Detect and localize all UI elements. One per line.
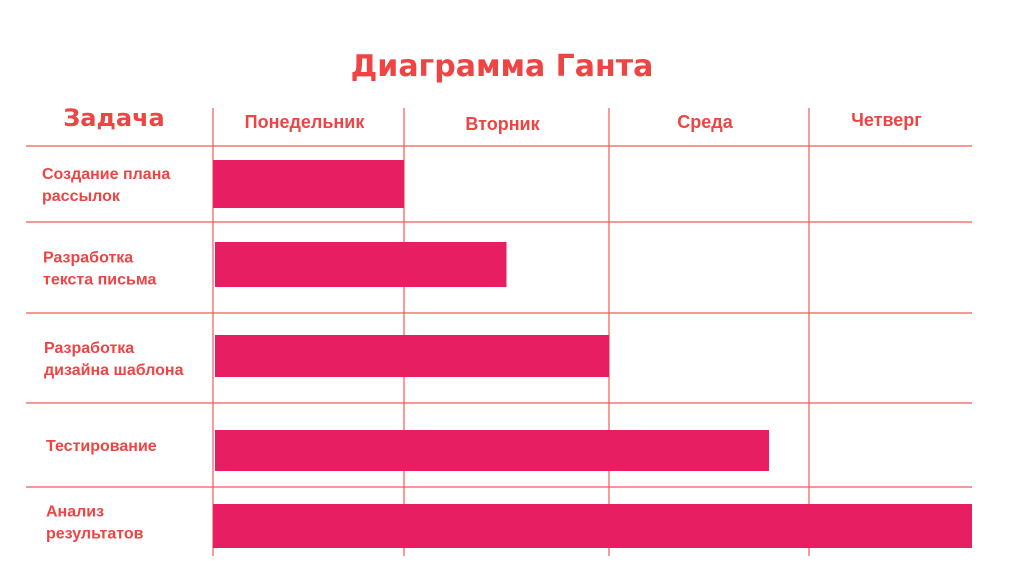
day-label: Четверг	[851, 110, 922, 130]
task-bar	[215, 430, 769, 471]
task-label: результатов	[46, 526, 144, 543]
task-label: текста письма	[43, 272, 156, 289]
task-labels-group: Создание плана рассылок Разработка текста п…	[42, 166, 184, 543]
day-label: Понедельник	[245, 112, 366, 132]
task-label: дизайна шаблона	[44, 362, 184, 379]
task-bar	[213, 504, 972, 548]
day-label: Вторник	[465, 114, 540, 134]
task-column-header: Задача	[63, 104, 165, 132]
bars-group	[213, 160, 972, 548]
day-labels-group: Понедельник Вторник Среда Четверг	[245, 110, 923, 134]
task-label: рассылок	[42, 188, 121, 205]
task-bar	[215, 335, 609, 377]
task-label: Тестирование	[46, 438, 157, 455]
task-label: Анализ	[46, 504, 104, 521]
task-label: Создание плана	[42, 166, 170, 183]
day-label: Среда	[677, 112, 733, 132]
task-label: Разработка	[44, 340, 134, 357]
task-bar	[215, 242, 507, 287]
task-label: Разработка	[43, 250, 133, 267]
chart-title: Диаграмма Ганта	[351, 49, 654, 84]
task-bar	[213, 160, 404, 208]
